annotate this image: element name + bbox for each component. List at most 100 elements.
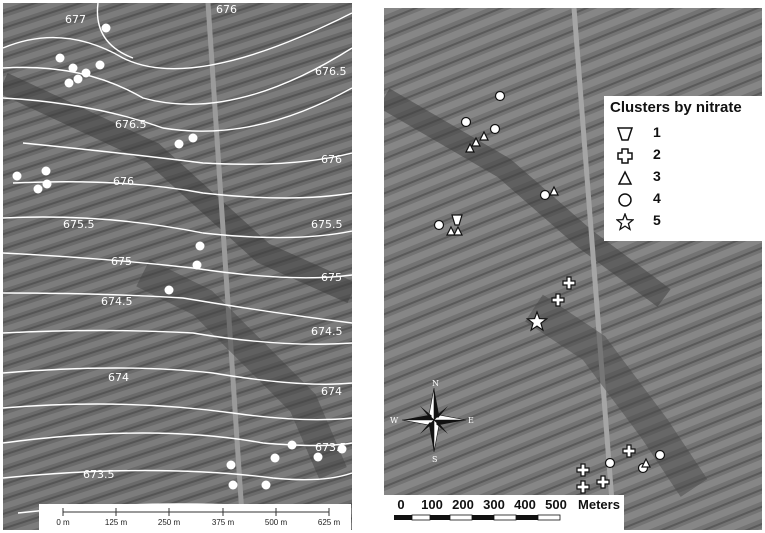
scale-label: 500: [545, 497, 567, 512]
sample-point: [68, 63, 78, 73]
legend-item: 4: [610, 190, 750, 210]
contour-label: 676: [113, 175, 134, 188]
contour-map: 677 676 676.5 676.5 676 676 675.5 675.5 …: [3, 3, 352, 530]
sample-point: [287, 440, 297, 450]
village-band: [3, 73, 352, 304]
contour-label: 676.5: [315, 65, 347, 78]
cluster-4-marker: [433, 219, 445, 231]
sample-point: [270, 453, 280, 463]
contour-label: 673.5: [83, 468, 115, 481]
legend: Clusters by nitrate 1 2 3 4: [604, 96, 762, 241]
cluster-markers: [433, 90, 666, 494]
cluster-5-marker: [525, 310, 549, 332]
sample-point: [195, 241, 205, 251]
scale-label: 400: [514, 497, 536, 512]
sample-point: [226, 460, 236, 470]
legend-title: Clusters by nitrate: [610, 99, 742, 116]
scale-tick-label: 0 m: [56, 518, 70, 527]
sample-point: [228, 480, 238, 490]
sample-point: [174, 139, 184, 149]
contour-label: 674: [321, 385, 342, 398]
sample-point: [313, 452, 323, 462]
scale-label: 0: [397, 497, 405, 512]
scale-bar-blocks: [394, 514, 561, 521]
triangle-icon: [617, 170, 633, 185]
cluster-3-marker: [549, 185, 559, 196]
sample-point: [101, 23, 111, 33]
cluster-4-marker: [539, 189, 551, 201]
legend-item-label: 5: [653, 212, 661, 228]
scale-tick-label: 250 m: [157, 518, 181, 527]
sample-point: [73, 74, 83, 84]
compass-rose: N S E W: [390, 379, 474, 464]
compass-east-label: E: [468, 416, 474, 425]
contour-labels: 677 676 676.5 676.5 676 676 675.5 675.5 …: [63, 3, 347, 481]
sample-point: [95, 60, 105, 70]
village-band: [384, 88, 671, 307]
scale-bar: 0 100 200 300 400 500 Meters: [384, 495, 624, 530]
cluster-3-marker: [641, 457, 651, 468]
trapezoid-icon: [616, 127, 634, 141]
contour-map-panel: 677 676 676.5 676.5 676 676 675.5 675.5 …: [3, 3, 352, 530]
legend-item: 2: [610, 146, 750, 166]
sample-point: [41, 166, 51, 176]
scale-tick-label: 500 m: [264, 518, 288, 527]
legend-item: 5: [610, 212, 750, 232]
contour-lines: [3, 3, 352, 514]
cluster-map: N S E W: [384, 8, 762, 530]
contour-label: 674: [108, 371, 129, 384]
star-icon: [616, 213, 634, 231]
contour-label: 675.5: [311, 218, 343, 231]
scale-label: 200: [452, 497, 474, 512]
cluster-4-marker: [604, 457, 616, 469]
sample-point: [164, 285, 174, 295]
sample-point: [192, 260, 202, 270]
contour-label: 675.5: [63, 218, 95, 231]
legend-item-label: 2: [653, 146, 661, 162]
compass-north-label: N: [432, 379, 439, 388]
contour-label: 676: [321, 153, 342, 166]
scale-bar: 0 m 125 m 250 m 375 m 500 m 625 m: [39, 504, 351, 530]
scale-tick-label: 375 m: [211, 518, 235, 527]
legend-item-label: 1: [653, 124, 661, 140]
sample-point: [188, 133, 198, 143]
cluster-3-marker: [471, 136, 481, 147]
cluster-3-marker: [446, 225, 456, 236]
scale-unit-label: Meters: [578, 497, 620, 512]
legend-item-label: 4: [653, 190, 661, 206]
cluster-4-marker: [460, 116, 472, 128]
contour-label: 674.5: [101, 295, 133, 308]
contour-label: 674.5: [311, 325, 343, 338]
legend-item-label: 3: [653, 168, 661, 184]
cluster-2-marker: [576, 480, 590, 494]
cluster-4-marker: [654, 449, 666, 461]
scale-bar-line: [62, 508, 330, 516]
scale-tick-label: 125 m: [104, 518, 128, 527]
sample-point: [261, 480, 271, 490]
contour-label: 675: [111, 255, 132, 268]
compass-south-label: S: [432, 455, 437, 464]
contour-label: 677: [65, 13, 86, 26]
sample-point: [337, 444, 347, 454]
cluster-3-marker: [465, 142, 475, 153]
railway-line: [205, 3, 246, 530]
sample-point: [81, 68, 91, 78]
sample-point: [42, 179, 52, 189]
legend-item: 1: [610, 124, 750, 144]
contour-label: 676.5: [115, 118, 147, 131]
settlement-band: [525, 294, 708, 497]
cluster-2-marker: [596, 475, 610, 489]
scale-label: 300: [483, 497, 505, 512]
cross-icon: [617, 148, 633, 164]
cluster-2-marker: [562, 276, 576, 290]
scale-tick-label: 625 m: [317, 518, 341, 527]
aerial-background: [384, 8, 762, 530]
contour-label: 676: [216, 3, 237, 16]
cluster-4-marker: [489, 123, 501, 135]
cluster-3-marker: [453, 225, 463, 236]
cluster-3-marker: [479, 130, 489, 141]
cluster-1-marker: [451, 214, 463, 226]
sample-point: [12, 171, 22, 181]
legend-item: 3: [610, 168, 750, 188]
cluster-2-marker: [622, 444, 636, 458]
